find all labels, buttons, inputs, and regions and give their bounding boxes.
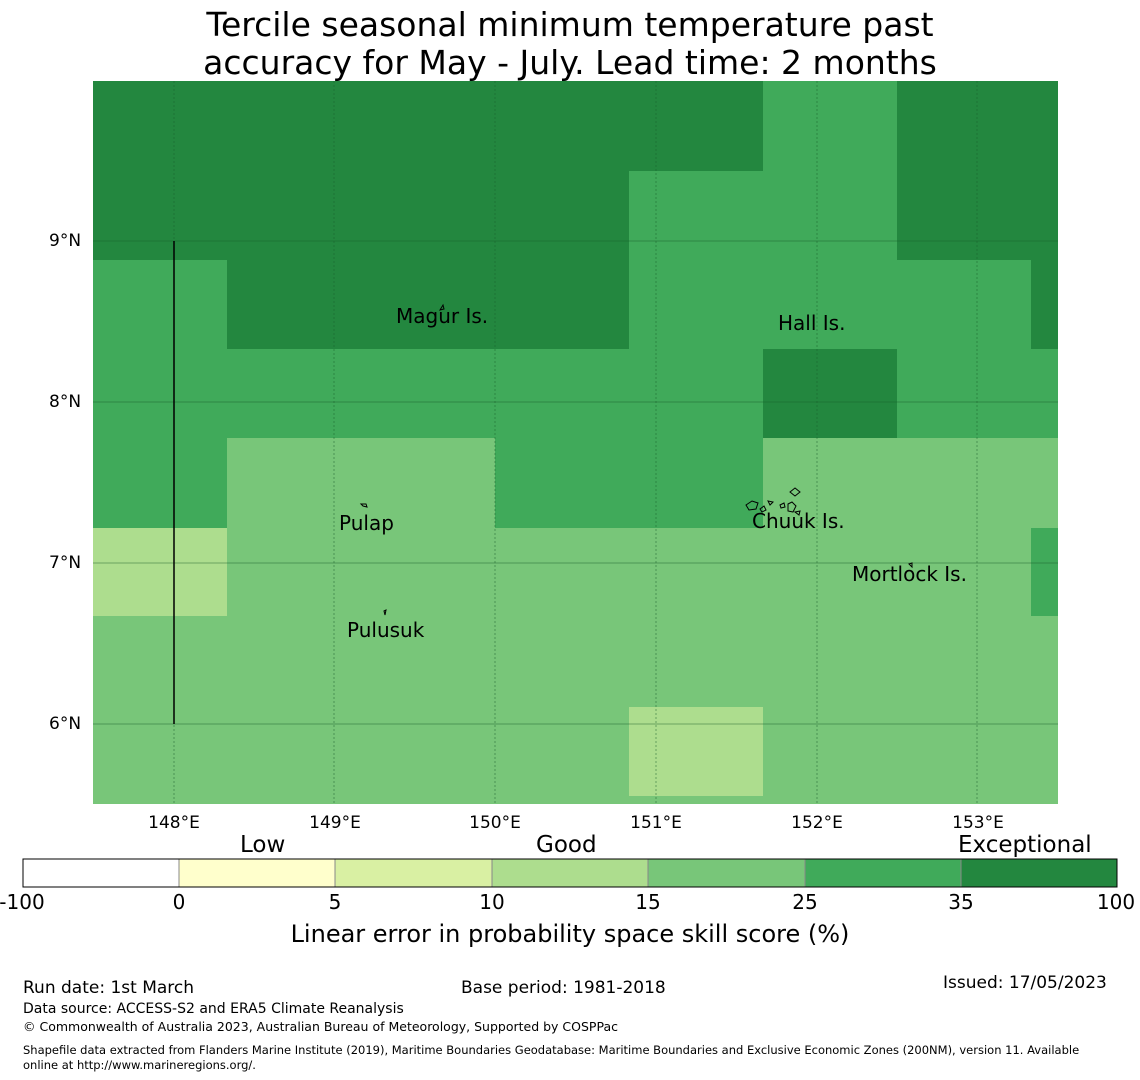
grid-cell <box>897 349 1058 438</box>
category-label-exceptional: Exceptional <box>958 832 1092 858</box>
base-period: Base period: 1981-2018 <box>461 978 666 998</box>
shapefile-credit-line-2: online at http://www.marineregions.org/. <box>23 1058 256 1072</box>
lat-label-9n: 9°N <box>49 231 82 251</box>
lon-label-148e: 148°E <box>148 813 200 833</box>
grid-cell <box>93 349 763 438</box>
colorbar-segment-35 <box>805 859 961 887</box>
chuuk-island-shape <box>793 510 801 516</box>
title-line-1: Tercile seasonal minimum temperature pas… <box>206 5 934 44</box>
skill-grid <box>93 81 1058 804</box>
grid-cell <box>897 81 1058 260</box>
colorbar-tick-label: 25 <box>792 890 818 914</box>
issued-date: Issued: 17/05/2023 <box>943 973 1107 993</box>
colorbar-segment-100 <box>961 859 1117 887</box>
grid-cell <box>1031 260 1058 349</box>
place-label-mortlock: Mortlock Is. <box>852 562 967 586</box>
grid-cell <box>629 171 897 260</box>
chuuk-island-shape <box>787 501 797 513</box>
lat-label-8n: 8°N <box>49 392 82 412</box>
grid-cell <box>763 81 897 171</box>
chuuk-island-shape <box>789 487 801 497</box>
colorbar-tick-label: -100 <box>0 890 45 914</box>
place-label-chuuk: Chuuk Is. <box>752 509 845 533</box>
lon-label-151e: 151°E <box>630 813 682 833</box>
colorbar <box>22 858 1118 888</box>
pulusuk-island-shape <box>383 609 387 616</box>
grid-cell <box>93 260 227 349</box>
colorbar-segment-10 <box>335 859 492 887</box>
mortlock-island-shape <box>908 562 913 569</box>
lat-label-6n: 6°N <box>49 714 82 734</box>
chuuk-island-shape <box>759 505 767 513</box>
place-label-pulusuk: Pulusuk <box>347 618 425 642</box>
grid-cell <box>93 438 227 528</box>
grid-cell <box>763 349 897 438</box>
colorbar-segment-15 <box>492 859 648 887</box>
run-date: Run date: 1st March <box>23 978 195 998</box>
place-label-pulap: Pulap <box>339 511 394 535</box>
lon-label-149e: 149°E <box>309 813 361 833</box>
lon-label-152e: 152°E <box>791 813 843 833</box>
place-label-hall: Hall Is. <box>778 311 846 335</box>
colorbar-tick-label: 100 <box>1096 890 1136 914</box>
chuuk-island-shape <box>779 502 786 509</box>
colorbar-tick-label: 10 <box>479 890 505 914</box>
lon-label-153e: 153°E <box>952 813 1004 833</box>
colorbar-tick-label: 5 <box>328 890 342 914</box>
grid-cell <box>1031 528 1058 616</box>
lat-label-7n: 7°N <box>49 553 82 573</box>
category-label-low: Low <box>240 832 286 858</box>
grid-cell <box>93 171 629 260</box>
data-source: Data source: ACCESS-S2 and ERA5 Climate … <box>23 1001 404 1017</box>
magur-island-shape <box>438 303 445 311</box>
grid-cell <box>93 528 227 616</box>
place-label-magur: Magur Is. <box>396 304 489 328</box>
island-outlines <box>359 303 913 616</box>
colorbar-axis-label: Linear error in probability space skill … <box>290 920 850 948</box>
colorbar-segment-0 <box>23 859 179 887</box>
grid-cell <box>629 707 763 796</box>
grid-cell <box>227 260 629 349</box>
colorbar-segment-25 <box>648 859 805 887</box>
colorbar-tick-label: 0 <box>172 890 186 914</box>
pulap-island-shape <box>359 503 368 508</box>
lon-label-150e: 150°E <box>469 813 521 833</box>
category-label-good: Good <box>536 832 597 858</box>
colorbar-tick-label: 15 <box>635 890 661 914</box>
chuuk-island-shape <box>745 500 759 511</box>
map-title: Tercile seasonal minimum temperature pas… <box>0 6 1140 82</box>
grid-cell <box>495 438 763 528</box>
title-line-2: accuracy for May - July. Lead time: 2 mo… <box>203 43 937 82</box>
colorbar-tick-label: 35 <box>948 890 974 914</box>
parallels <box>93 240 1058 725</box>
copyright: © Commonwealth of Australia 2023, Austra… <box>23 1019 618 1034</box>
colorbar-segment-5 <box>179 859 335 887</box>
grid-cell <box>93 81 763 171</box>
shapefile-credit-line-1: Shapefile data extracted from Flanders M… <box>23 1043 1080 1057</box>
colorbar-frame <box>22 858 1118 888</box>
chuuk-island-shape <box>767 500 775 506</box>
grid-cell <box>629 260 1031 349</box>
